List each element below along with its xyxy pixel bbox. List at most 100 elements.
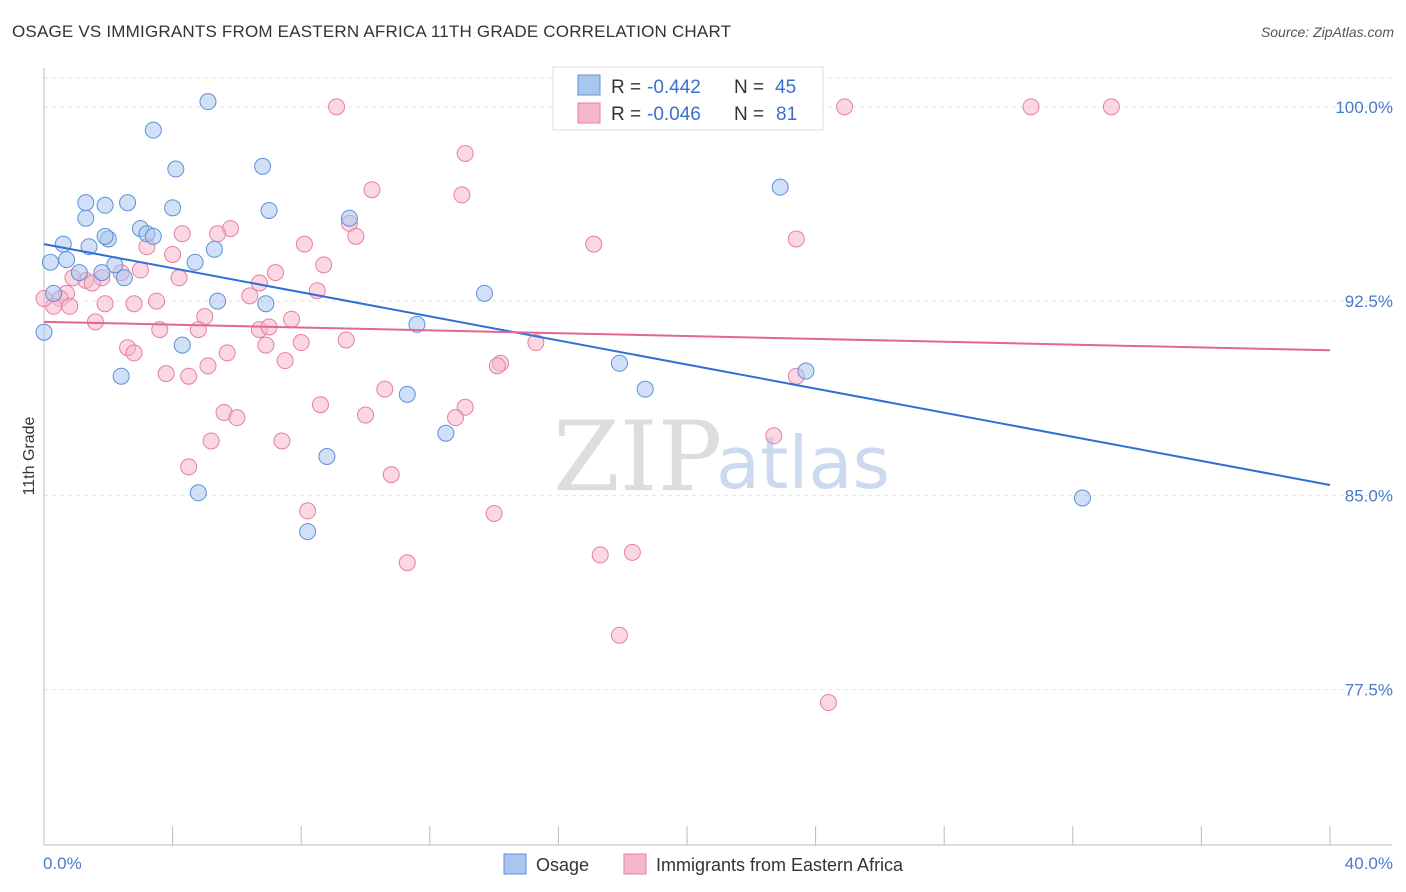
point-osage	[318, 448, 336, 465]
point-eastern-africa	[180, 367, 198, 385]
legend-r-label-eastern-africa: R =	[611, 104, 641, 125]
point-osage	[299, 523, 317, 541]
point-eastern-africa	[1022, 98, 1040, 116]
point-osage	[144, 121, 162, 139]
point-eastern-africa	[61, 297, 79, 315]
point-eastern-africa	[228, 409, 246, 427]
point-osage	[1073, 489, 1091, 507]
x-tick-label-max: 40.0%	[1345, 854, 1393, 873]
point-eastern-africa	[456, 144, 474, 162]
legend-r-value-eastern-africa: -0.046	[647, 104, 701, 125]
point-eastern-africa	[273, 432, 291, 450]
point-osage	[96, 227, 114, 245]
point-osage	[437, 424, 455, 442]
point-eastern-africa	[189, 321, 207, 339]
series-legend: Osage Immigrants from Eastern Africa	[503, 853, 904, 875]
watermark: ZIP atlas	[553, 401, 890, 513]
point-osage	[199, 93, 217, 111]
point-osage	[475, 284, 493, 302]
point-osage	[340, 209, 358, 227]
legend-swatch-eastern-africa	[577, 102, 601, 124]
point-osage	[254, 157, 272, 175]
x-tick-label-min: 0.0%	[43, 854, 82, 873]
point-osage	[771, 178, 789, 196]
point-eastern-africa	[585, 235, 603, 253]
point-osage	[408, 315, 426, 333]
point-eastern-africa	[96, 295, 114, 313]
point-eastern-africa	[151, 321, 169, 339]
point-eastern-africa	[1102, 98, 1120, 116]
point-eastern-africa	[456, 398, 474, 416]
point-eastern-africa	[610, 626, 628, 644]
y-tick-label: 77.5%	[1345, 681, 1393, 700]
point-osage	[41, 253, 59, 271]
series-swatch-eastern-africa	[623, 853, 647, 875]
y-tick-labels: 100.0% 92.5% 85.0% 77.5%	[1335, 98, 1393, 700]
point-osage	[77, 209, 95, 227]
point-eastern-africa	[83, 274, 101, 292]
point-osage	[257, 295, 275, 313]
point-eastern-africa	[148, 292, 166, 310]
point-eastern-africa	[485, 504, 503, 522]
point-eastern-africa	[591, 546, 609, 564]
point-eastern-africa	[376, 380, 394, 398]
point-eastern-africa	[836, 98, 854, 116]
point-eastern-africa	[125, 295, 143, 313]
point-eastern-africa	[398, 554, 416, 572]
point-eastern-africa	[202, 432, 220, 450]
legend-swatch-osage	[577, 74, 601, 96]
point-eastern-africa	[527, 334, 545, 352]
legend-n-label-osage: N =	[734, 77, 764, 98]
point-eastern-africa	[382, 466, 400, 484]
point-osage	[93, 264, 111, 282]
point-eastern-africa	[283, 310, 301, 328]
point-osage	[164, 199, 182, 217]
point-eastern-africa	[276, 352, 294, 370]
legend-n-label-eastern-africa: N =	[734, 104, 764, 125]
point-eastern-africa	[363, 181, 381, 199]
point-osage	[70, 264, 88, 282]
point-eastern-africa	[170, 269, 188, 287]
point-eastern-africa	[157, 365, 175, 383]
point-eastern-africa	[131, 261, 149, 279]
point-osage	[112, 367, 130, 385]
point-eastern-africa	[765, 427, 783, 445]
point-osage	[115, 269, 133, 287]
watermark-atlas: atlas	[716, 421, 890, 505]
watermark-zip: ZIP	[553, 401, 722, 513]
axes	[43, 68, 1392, 846]
legend-n-value-eastern-africa: 81	[776, 104, 797, 125]
point-osage	[260, 201, 278, 219]
legend-r-label-osage: R =	[611, 77, 641, 98]
point-eastern-africa	[164, 245, 182, 263]
point-osage	[58, 251, 76, 269]
point-osage	[35, 323, 53, 341]
chart-title: OSAGE VS IMMIGRANTS FROM EASTERN AFRICA …	[12, 22, 732, 41]
trend-line-eastern-africa	[43, 320, 1331, 352]
point-osage	[80, 238, 98, 256]
point-eastern-africa	[209, 225, 227, 243]
point-eastern-africa	[347, 227, 365, 245]
series-label-eastern-africa: Immigrants from Eastern Africa	[656, 855, 904, 875]
point-eastern-africa	[199, 357, 217, 375]
trend-lines	[43, 243, 1331, 486]
point-eastern-africa	[453, 186, 471, 204]
point-osage	[186, 253, 204, 271]
point-eastern-africa	[125, 344, 143, 362]
point-osage	[167, 160, 185, 178]
point-osage	[173, 336, 191, 354]
x-ticks	[43, 826, 1331, 845]
point-eastern-africa	[257, 336, 275, 354]
point-osage	[209, 292, 227, 310]
point-eastern-africa	[787, 230, 805, 248]
point-osage	[119, 194, 137, 212]
point-osage	[610, 354, 628, 372]
point-eastern-africa	[173, 225, 191, 243]
point-osage	[144, 227, 162, 245]
y-tick-label: 85.0%	[1345, 486, 1393, 505]
point-eastern-africa	[180, 458, 198, 476]
legend-n-value-osage: 45	[775, 77, 796, 98]
point-eastern-africa	[311, 396, 329, 414]
point-eastern-africa	[315, 256, 333, 274]
